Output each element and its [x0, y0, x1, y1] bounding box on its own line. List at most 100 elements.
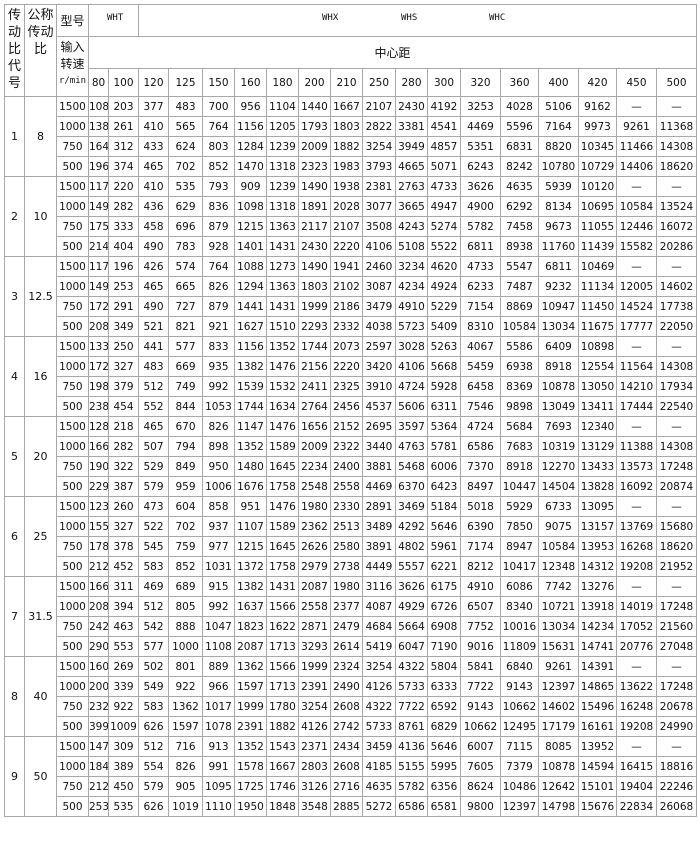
power-value: 6507 [460, 596, 501, 617]
power-value: 1440 [298, 96, 331, 117]
power-value: 22050 [656, 316, 697, 337]
power-value: 1510 [266, 316, 299, 337]
power-value: 5995 [427, 756, 461, 777]
power-value: 1645 [266, 456, 299, 477]
power-value: 1205 [266, 116, 299, 137]
power-value: 17052 [616, 616, 657, 637]
power-value: 2411 [298, 376, 331, 397]
power-value: 7370 [460, 456, 501, 477]
power-value: 7487 [500, 276, 539, 297]
table-row: 4 16 1500 133 250 441 577 833 1156 1352 1744 2073 25… [4, 336, 697, 417]
power-value: 9143 [500, 676, 539, 697]
ratio-code: 9 [4, 736, 25, 817]
model-wht: WHT [107, 13, 124, 23]
input-speed: 500 [56, 156, 89, 177]
power-value: 4322 [362, 696, 396, 717]
power-value: 465 [138, 156, 169, 177]
speed-unit: r/min [58, 76, 87, 86]
table-row: 1000 200 339 549 922 966 1597 1713 2391 2490 4126 5… [5, 676, 697, 697]
input-speed: 750 [56, 216, 89, 237]
power-value: 6581 [427, 796, 461, 817]
power-value: 9973 [578, 116, 617, 137]
input-speed: 750 [56, 136, 89, 157]
power-value: 3548 [298, 796, 331, 817]
power-value: 3254 [362, 136, 396, 157]
power-value: 149 [88, 196, 109, 217]
power-value: 290 [88, 636, 109, 657]
power-value: 5184 [427, 496, 461, 517]
power-value: 433 [138, 136, 169, 157]
power-value: 4910 [395, 296, 428, 317]
power-table: 传动比代号 公称传动比 型号 WHT WHX WHS WHC 输入转速 r/mi… [4, 4, 697, 817]
power-value: 13034 [538, 616, 579, 637]
power-value: 4665 [395, 156, 428, 177]
power-value: 14312 [578, 556, 617, 577]
power-value: 7683 [500, 436, 539, 457]
nominal-ratio: 12.5 [24, 256, 57, 337]
input-speed: 750 [56, 536, 89, 557]
power-value: 1362 [234, 656, 267, 677]
power-value: 5782 [460, 216, 501, 237]
power-value: 889 [202, 656, 235, 677]
power-value: 13276 [578, 576, 617, 597]
table-row: 500 290 553 577 1000 1108 2087 1713 3293 2614 5419… [5, 636, 697, 657]
power-value: 3508 [362, 216, 396, 237]
center-distance-100: 100 [108, 68, 139, 97]
nominal-ratio-header: 公称传动比 [24, 4, 57, 97]
power-value: 10319 [538, 436, 579, 457]
power-value: 282 [108, 196, 139, 217]
power-value: 6356 [427, 776, 461, 797]
power-value: 6908 [427, 616, 461, 637]
power-value: 565 [168, 116, 203, 137]
power-value: 15101 [578, 776, 617, 797]
power-value: 7693 [538, 416, 579, 437]
power-value: — [656, 416, 697, 437]
power-value: 1078 [202, 716, 235, 737]
power-value: 535 [168, 176, 203, 197]
nominal-ratio: 25 [24, 496, 57, 577]
power-value: 858 [202, 496, 235, 517]
power-value: 549 [138, 676, 169, 697]
power-value: 1938 [330, 176, 363, 197]
power-value: 238 [88, 396, 109, 417]
header-row-center-distance: 输入转速 r/min 中心距 [5, 36, 697, 97]
power-value: 1713 [266, 636, 299, 657]
power-value: — [656, 336, 697, 357]
power-value: 6333 [427, 676, 461, 697]
power-value: 991 [202, 756, 235, 777]
table-row: 750 242 463 542 888 1047 1823 1622 2871 2479 4684 5… [5, 616, 697, 637]
table-row: 750 172 291 490 727 879 1441 1431 1999 2186 3479 49… [5, 296, 697, 317]
power-value: 394 [108, 596, 139, 617]
power-value: 5646 [427, 736, 461, 757]
power-value: 14308 [656, 136, 697, 157]
power-value: 1476 [266, 496, 299, 517]
power-value: 15676 [578, 796, 617, 817]
power-value: 1318 [266, 156, 299, 177]
power-value: 14210 [616, 376, 657, 397]
power-value: 579 [138, 476, 169, 497]
power-value: 4802 [395, 536, 428, 557]
power-value: 1999 [298, 656, 331, 677]
power-value: 8340 [500, 596, 539, 617]
power-value: 7154 [460, 296, 501, 317]
power-value: — [656, 496, 697, 517]
power-value: 218 [108, 416, 139, 437]
power-value: 4684 [362, 616, 396, 637]
power-value: 6811 [460, 236, 501, 257]
power-value: 4900 [460, 196, 501, 217]
power-value: 11466 [616, 136, 657, 157]
power-value: 11809 [500, 636, 539, 657]
power-value: 7546 [460, 396, 501, 417]
power-value: 7722 [460, 676, 501, 697]
power-value: 821 [168, 316, 203, 337]
power-value: 2220 [330, 356, 363, 377]
input-speed: 500 [56, 316, 89, 337]
table-row: 500 238 454 552 844 1053 1744 1634 2764 2456 4537 5… [5, 396, 697, 417]
power-value: 14865 [578, 676, 617, 697]
power-value: 378 [108, 536, 139, 557]
power-value: 10898 [578, 336, 617, 357]
power-value: 404 [108, 236, 139, 257]
input-speed: 1000 [56, 676, 89, 697]
power-value: 2558 [330, 476, 363, 497]
power-value: 849 [168, 456, 203, 477]
